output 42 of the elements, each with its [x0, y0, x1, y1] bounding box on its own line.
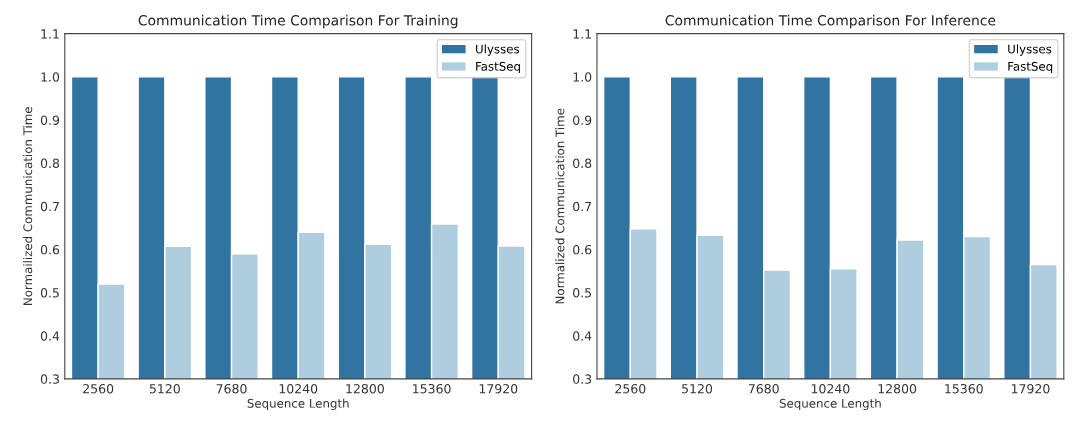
x-axis-title: Sequence Length	[247, 398, 349, 411]
y-tick-label: 1.1	[41, 29, 59, 39]
legend-label: FastSeq	[476, 61, 520, 74]
x-tick-label: 7680	[748, 383, 779, 394]
x-tick-label: 5120	[149, 383, 180, 394]
x-tick-label: 15360	[945, 383, 983, 394]
y-tick-label: 0.7	[40, 201, 59, 212]
x-tick-label: 10240	[279, 383, 318, 394]
x-tick-label: 10240	[811, 383, 850, 394]
x-tick-label: 17920	[1011, 383, 1050, 394]
y-tick-label: 0.6	[40, 244, 60, 255]
y-tick-label: 0.5	[573, 288, 592, 298]
x-tick-label: 2560	[615, 383, 646, 394]
chart-title: Communication Time Comparison For Inference	[665, 14, 996, 29]
legend-label: FastSeq	[1008, 61, 1053, 74]
legend-label: Ulysses	[476, 44, 520, 56]
y-tick-label: 0.6	[573, 244, 592, 255]
x-tick-label: 2560	[83, 383, 114, 394]
x-tick-label: 5120	[682, 383, 713, 394]
x-tick-label: 7680	[216, 383, 247, 394]
y-tick-label: 0.5	[40, 288, 59, 298]
y-tick-label: 0.3	[40, 374, 59, 384]
y-axis-title: Normalized Communication Time	[555, 108, 565, 304]
y-tick-label: 0.4	[40, 331, 60, 341]
x-axis-title: Sequence Length	[779, 398, 881, 411]
x-tick-label: 12800	[346, 383, 384, 394]
x-tick-label: 15360	[413, 383, 451, 394]
y-tick-label: 1.0	[41, 72, 60, 82]
y-tick-label: 1.1	[573, 29, 591, 39]
y-tick-label: 0.9	[573, 115, 592, 125]
y-tick-label: 0.3	[573, 374, 592, 384]
y-tick-label: 0.4	[573, 331, 592, 341]
legend-label: Ulysses	[1008, 44, 1052, 56]
chart-title: Communication Time Comparison For Training	[138, 14, 458, 29]
y-tick-label: 0.9	[40, 115, 60, 125]
x-tick-label: 17920	[479, 383, 518, 394]
y-tick-label: 0.8	[573, 158, 592, 169]
y-tick-label: 0.7	[573, 201, 592, 212]
y-tick-label: 0.8	[40, 158, 60, 169]
x-tick-label: 12800	[878, 383, 917, 394]
y-tick-label: 1.0	[573, 72, 592, 82]
y-axis-title: Normailized Communication Time	[23, 107, 33, 305]
